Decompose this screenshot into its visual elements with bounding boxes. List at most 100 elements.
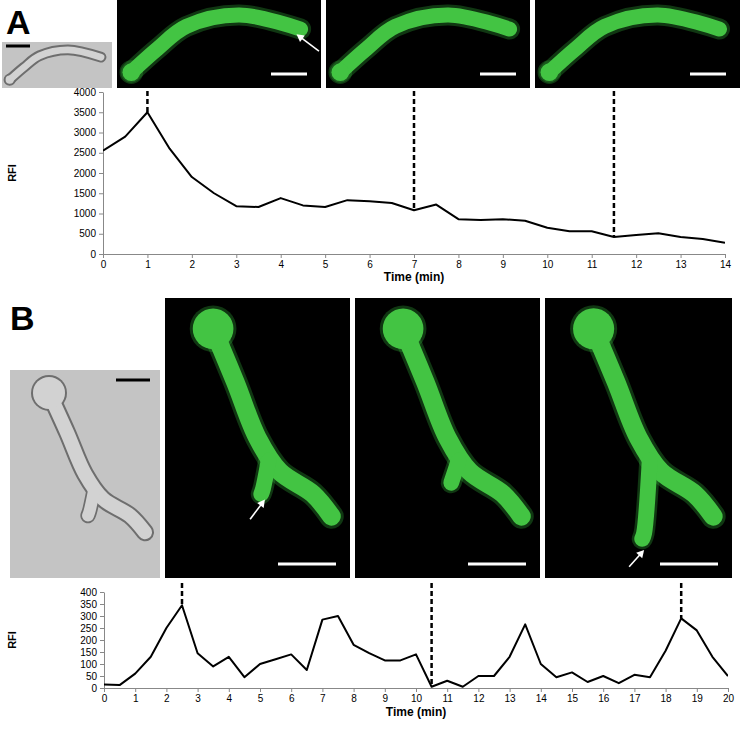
y-tick-mark (99, 234, 103, 235)
x-tick-mark (592, 254, 593, 258)
y-tick-mark (100, 628, 104, 629)
x-tick: 17 (629, 688, 641, 704)
y-tick-label: 0 (90, 249, 96, 260)
x-tick-label: 7 (412, 259, 418, 270)
hypha-branch (261, 460, 268, 494)
x-tick: 9 (501, 254, 507, 270)
fluorescence-image (545, 298, 732, 578)
hypha (10, 50, 101, 80)
fluorescence-image (326, 0, 530, 88)
x-tick-mark (510, 688, 511, 692)
x-tick-label: 6 (289, 693, 295, 704)
time-marker (613, 91, 616, 237)
x-tick-mark (385, 688, 386, 692)
x-tick-label: 12 (631, 259, 643, 270)
x-tick-mark (503, 254, 504, 258)
x-tick-label: 1 (145, 259, 151, 270)
x-tick-mark (325, 254, 326, 258)
scale-bar (278, 563, 336, 566)
x-tick-mark (634, 688, 635, 692)
x-tick-label: 1 (133, 693, 139, 704)
scale-bar (6, 45, 30, 48)
hypha-branch (88, 491, 94, 516)
y-tick-mark (99, 193, 103, 194)
fluorescence-image (117, 0, 321, 88)
y-tick-label: 500 (79, 228, 96, 239)
x-tick-mark (236, 254, 237, 258)
x-tick-label: 5 (258, 693, 264, 704)
y-tick-mark (100, 616, 104, 617)
hypha-branch (642, 460, 649, 538)
y-tick-label: 200 (80, 635, 97, 646)
hypha-branch (451, 460, 458, 482)
x-tick-mark (104, 688, 105, 692)
x-tick-label: 9 (383, 693, 389, 704)
x-tick: 13 (505, 688, 517, 704)
x-tick: 9 (383, 688, 389, 704)
y-axis-title: RFI (6, 631, 18, 649)
y-tick-label: 3000 (74, 127, 97, 138)
x-tick-mark (229, 688, 230, 692)
arrow (250, 504, 261, 519)
y-tick-mark (100, 676, 104, 677)
hypha (213, 329, 331, 517)
x-tick-mark (291, 688, 292, 692)
x-tick-mark (447, 688, 448, 692)
hypha (340, 15, 509, 72)
x-tick-label: 2 (190, 259, 196, 270)
y-tick-label: 1500 (74, 188, 97, 199)
time-marker (430, 583, 433, 687)
spore (6, 76, 14, 84)
time-marker (680, 583, 683, 618)
x-tick-mark (681, 254, 682, 258)
hypha (10, 50, 101, 80)
plot-area (104, 605, 728, 687)
x-tick: 20 (723, 688, 735, 704)
x-tick: 1 (145, 254, 151, 270)
y-tick: 250 (80, 623, 104, 634)
x-tick: 1 (133, 688, 139, 704)
x-tick: 0 (102, 688, 108, 704)
y-axis: 050100150200250300350400 (80, 587, 104, 694)
x-tick: 10 (542, 254, 554, 270)
y-tick: 150 (80, 647, 104, 658)
x-tick: 10 (411, 688, 423, 704)
image-background (355, 298, 540, 578)
image-background (165, 298, 350, 578)
x-tick-label: 0 (102, 693, 108, 704)
x-tick-label: 8 (351, 693, 357, 704)
x-tick-mark (603, 688, 604, 692)
x-tick-label: 16 (598, 693, 610, 704)
y-tick: 200 (80, 635, 104, 646)
y-tick-label: 1000 (74, 208, 97, 219)
spore (331, 63, 349, 81)
y-tick-label: 2500 (74, 147, 97, 158)
x-tick-mark (414, 254, 415, 258)
x-tick-label: 13 (676, 259, 688, 270)
x-tick: 13 (676, 254, 688, 270)
hypha (549, 15, 719, 72)
x-tick-mark (103, 254, 104, 258)
hypha (213, 329, 331, 517)
hypha (49, 393, 145, 532)
x-tick-mark (416, 688, 417, 692)
x-tick: 15 (567, 688, 579, 704)
x-tick: 14 (536, 688, 548, 704)
y-tick-mark (99, 92, 103, 93)
x-axis: 01234567891011121314151617181920 (102, 688, 735, 704)
spore (383, 308, 424, 349)
y-tick-mark (99, 133, 103, 134)
y-tick-mark (100, 592, 104, 593)
time-marker (413, 91, 416, 210)
x-tick: 11 (443, 688, 454, 704)
y-tick-label: 150 (80, 647, 97, 658)
x-tick-label: 7 (320, 693, 326, 704)
x-tick: 3 (234, 254, 240, 270)
x-tick: 19 (692, 688, 704, 704)
x-tick-label: 3 (234, 259, 240, 270)
hypha (403, 329, 521, 517)
y-tick-label: 50 (86, 671, 98, 682)
rfi-line (103, 112, 725, 242)
hypha (131, 15, 300, 72)
y-tick: 0 (90, 249, 103, 260)
